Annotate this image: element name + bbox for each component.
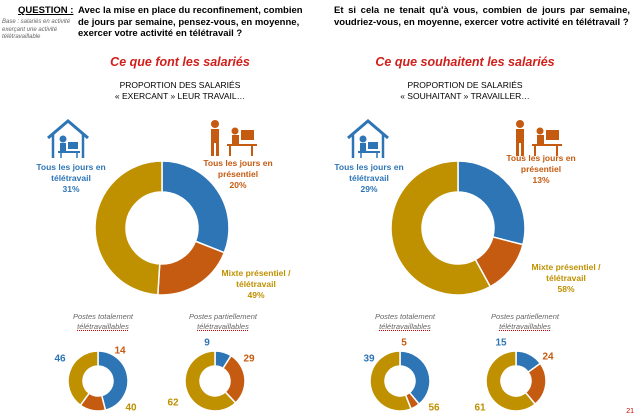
left-label-telework: Tous les jours en télétravail 31%	[27, 162, 115, 195]
left-label-presentiel-value: 20%	[229, 180, 247, 190]
right-label-presentiel-line2: présentiel	[520, 164, 562, 174]
left-label-telework-line1: Tous les jours en	[36, 162, 106, 172]
house-with-person-at-desk-icon	[47, 119, 89, 158]
page-number: 21	[626, 408, 634, 415]
left-small2-value-mixte: 62	[167, 398, 179, 409]
right-small1-value-mixte: 56	[428, 403, 440, 414]
right-small1-title-line1: Postes totalement	[374, 312, 436, 321]
right-small1-value-telework: 39	[363, 354, 375, 365]
right-label-presentiel-line1: Tous les jours en	[506, 153, 576, 163]
left-label-mixte: Mixte présentiel / télétravail 49%	[210, 268, 302, 301]
right-label-telework-line2: télétravail	[349, 173, 389, 183]
base-note: Base : salariés en activité exerçant une…	[2, 19, 71, 40]
right-label-mixte-line1: Mixte présentiel /	[531, 262, 601, 272]
question-text-right: Et si cela ne tenait qu'à vous, combien …	[334, 5, 630, 28]
right-small2-value-telework: 15	[495, 338, 507, 349]
question-text-left: Avec la mise en place du reconfinement, …	[78, 5, 303, 39]
left-small1-title-line2: télétravaillables	[77, 322, 129, 331]
left-label-mixte-line1: Mixte présentiel /	[221, 268, 291, 278]
people-at-office-desk-icon	[211, 120, 257, 156]
left-small1-value-mixte: 40	[125, 403, 137, 414]
left-small2-value-presentiel: 29	[243, 354, 255, 365]
left-small1-value-telework: 46	[54, 354, 66, 365]
right-small2-title-line1: Postes partiellement	[491, 312, 559, 321]
left-main-slice-presentiel	[156, 240, 226, 296]
right-small1-title-line2: télétravaillables	[379, 322, 431, 331]
right-small1-value-presentiel: 5	[401, 338, 407, 349]
right-small2-value-presentiel: 24	[542, 352, 554, 363]
right-section-title: Ce que souhaitent les salariés	[375, 55, 555, 69]
left-subtitle: PROPORTION DES SALARIÉS « EXERCANT » LEU…	[60, 80, 300, 102]
left-main-slice-telework	[161, 160, 230, 254]
right-subtitle-line2: « SOUHAITANT » TRAVAILLER…	[400, 91, 530, 101]
right-small2-title: Postes partiellement télétravaillables	[470, 312, 580, 332]
right-small2-slice-mixte	[485, 350, 537, 412]
people-at-office-desk-icon	[516, 120, 562, 156]
left-label-presentiel-line1: Tous les jours en	[203, 158, 273, 168]
left-small1-title: Postes totalement télétravaillables	[48, 312, 158, 332]
left-subtitle-line2: « EXERCANT » LEUR TRAVAIL…	[114, 91, 246, 101]
right-small2-value-mixte: 61	[474, 403, 486, 414]
left-label-mixte-value: 49%	[247, 290, 265, 300]
left-small2-title: Postes partiellement télétravaillables	[168, 312, 278, 332]
left-small1-slice-telework	[97, 350, 129, 411]
left-small1-value-presentiel: 14	[114, 346, 126, 357]
right-small1-slice-mixte	[369, 350, 413, 412]
left-label-telework-value: 31%	[62, 184, 80, 194]
left-small1-title-line1: Postes totalement	[72, 312, 134, 321]
right-label-telework: Tous les jours en télétravail 29%	[325, 162, 413, 195]
left-section-title: Ce que font les salariés	[110, 55, 250, 69]
left-small2-title-line1: Postes partiellement	[189, 312, 257, 321]
question-label: QUESTION :	[18, 5, 74, 16]
right-label-mixte-line2: télétravail	[546, 273, 586, 283]
right-small1-title: Postes totalement télétravaillables	[350, 312, 460, 332]
left-main-slice-mixte	[94, 160, 163, 296]
right-small2-title-line2: télétravaillables	[499, 322, 551, 331]
left-subtitle-line1: PROPORTION DES SALARIÉS	[119, 80, 241, 90]
right-label-mixte-value: 58%	[557, 284, 575, 294]
right-label-telework-line1: Tous les jours en	[334, 162, 404, 172]
right-label-presentiel-value: 13%	[532, 175, 550, 185]
left-small2-slice-mixte	[184, 350, 237, 412]
right-label-presentiel: Tous les jours en présentiel 13%	[495, 153, 587, 186]
left-label-presentiel: Tous les jours en présentiel 20%	[192, 158, 284, 191]
left-small2-title-line2: télétravaillables	[197, 322, 249, 331]
right-subtitle: PROPORTION DE SALARIÉS « SOUHAITANT » TR…	[345, 80, 585, 102]
left-label-presentiel-line2: présentiel	[217, 169, 259, 179]
right-label-mixte: Mixte présentiel / télétravail 58%	[518, 262, 614, 295]
left-small2-value-telework: 9	[204, 338, 210, 349]
house-with-person-at-desk-icon	[347, 119, 389, 158]
left-label-mixte-line2: télétravail	[236, 279, 276, 289]
right-small1-slice-telework	[399, 350, 431, 406]
right-main-slice-mixte	[390, 160, 492, 296]
left-small1-slice-mixte	[67, 350, 99, 407]
left-label-telework-line2: télétravail	[51, 173, 91, 183]
right-subtitle-line1: PROPORTION DE SALARIÉS	[407, 80, 523, 90]
right-label-telework-value: 29%	[360, 184, 378, 194]
